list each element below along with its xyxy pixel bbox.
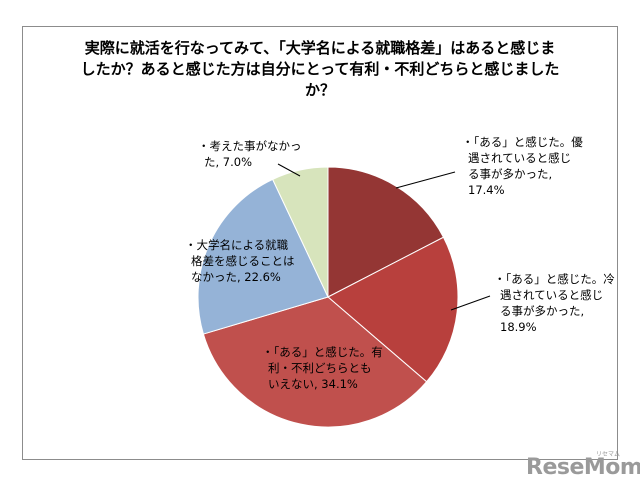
pie-slice	[197, 178, 329, 335]
chart-title-line: 実際に就活を行なってみて、「大学名による就職格差」はあると感じま	[84, 39, 556, 57]
slice-label-line: 遇されていると感じ	[468, 151, 571, 165]
slice-label-line: ・「ある」と感じた。優	[462, 135, 583, 149]
slice-label-line: ・「ある」と感じた。冷	[494, 272, 615, 286]
slice-label: ・大学名による就職格差を感じることはなかった, 22.6%	[185, 238, 295, 284]
resemom-logo-small: リセマム	[596, 451, 621, 458]
pie-slice	[327, 166, 445, 298]
slice-label-line: 遇されていると感じ	[500, 288, 603, 302]
pie-slice	[271, 166, 329, 298]
slice-label: ・考えた事がなかった, 7.0%	[198, 139, 302, 169]
slice-label-line: なかった, 22.6%	[191, 270, 281, 284]
slice-label-line: ・「ある」と感じた。有	[262, 345, 383, 359]
slice-label: ・「ある」と感じた。有利・不利どちらともいえない, 34.1%	[262, 345, 383, 391]
pie-slice	[327, 236, 459, 383]
slice-label-line: 格差を感じることは	[191, 254, 295, 268]
slice-label: ・「ある」と感じた。冷遇されていると感じる事が多かった, 18.9%	[494, 272, 615, 334]
slice-label-line: ・大学名による就職	[185, 238, 289, 252]
slice-label-line: 18.9%	[500, 320, 537, 334]
slice-label: ・「ある」と感じた。優遇されていると感じる事が多かった, 17.4%	[462, 135, 583, 197]
slice-label-line: 17.4%	[468, 183, 505, 197]
resemom-logo: ReseMom	[526, 455, 640, 480]
chart-title-line: か？	[304, 81, 335, 99]
slice-label-line: る事が多かった,	[500, 304, 584, 318]
slice-label-line: た, 7.0%	[204, 155, 252, 169]
chart-title-line: したか？あると感じた方は自分にとって有利・不利どちらと感じました	[80, 60, 560, 78]
pie-slice	[202, 296, 428, 428]
slice-label-line: いえない, 34.1%	[268, 377, 358, 391]
slice-label-line: ・考えた事がなかっ	[198, 139, 302, 153]
leader-line	[395, 171, 456, 189]
leader-line	[277, 163, 301, 177]
leader-line	[450, 295, 491, 311]
slice-label-line: る事が多かった,	[468, 167, 552, 181]
slice-label-line: 利・不利どちらとも	[268, 361, 372, 375]
chart-title: 実際に就活を行なってみて、「大学名による就職格差」はあると感じま したか？あると…	[50, 38, 590, 101]
